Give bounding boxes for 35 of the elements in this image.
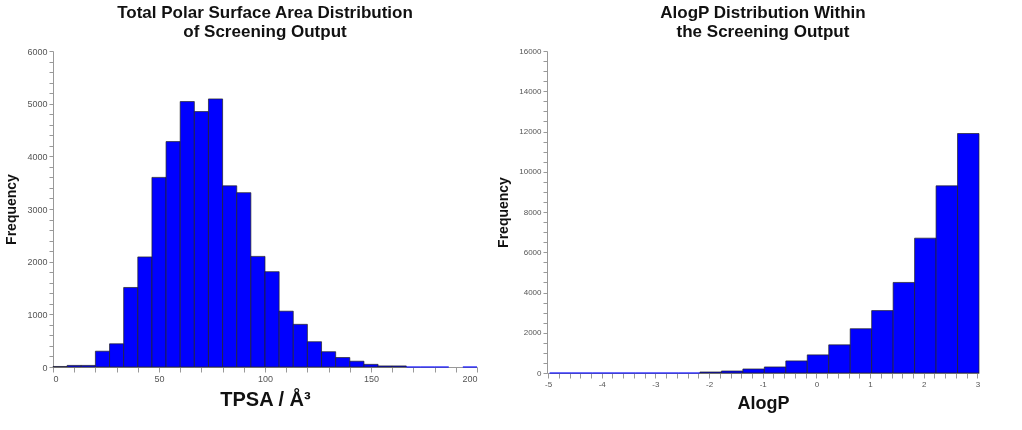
y-tick-label: 3000 [27, 204, 48, 215]
y-tick-label: 8000 [523, 207, 543, 217]
x-axis-title: AlogP [737, 392, 790, 413]
x-tick-label: 1 [868, 379, 874, 389]
chart-title: AlogP Distribution Within the Screening Output [660, 3, 866, 41]
y-tick-label: 5000 [27, 99, 48, 110]
x-tick-label: -3 [652, 379, 660, 389]
x-tick-label: 2 [922, 379, 927, 389]
y-tick-label: 6000 [27, 46, 48, 57]
y-tick-label: 0 [42, 362, 48, 373]
x-tick-label: -2 [706, 379, 714, 389]
y-tick-label: 12000 [519, 127, 543, 136]
x-tick-label: -5 [545, 379, 553, 389]
x-tick-label: 3 [975, 379, 981, 389]
x-tick-label: 150 [363, 373, 380, 384]
y-tick-label: 6000 [523, 247, 543, 257]
x-tick-label: 0 [53, 373, 59, 384]
y-tick-label: 4000 [523, 288, 543, 297]
x-tick-label: 200 [462, 373, 478, 384]
y-tick-label: 14000 [519, 86, 543, 96]
y-tick-label: 2000 [27, 257, 48, 268]
x-tick-label: 0 [814, 379, 820, 389]
y-tick-label: 1000 [27, 309, 48, 320]
y-axis-title: Frequency [495, 176, 512, 248]
y-tick-label: 10000 [519, 167, 543, 177]
y-tick-label: 4000 [27, 151, 48, 162]
x-tick-label: -4 [598, 379, 607, 389]
x-axis-title: TPSA / Å³ [220, 386, 312, 410]
x-tick-label: 100 [257, 373, 274, 384]
y-tick-label: 2000 [523, 328, 543, 338]
chart-title: Total Polar Surface Area Distribution of Screening Output [117, 3, 413, 41]
x-tick-label: 50 [154, 373, 165, 384]
y-tick-label: 16000 [519, 46, 543, 56]
x-tick-label: -1 [759, 379, 768, 389]
y-axis-title: Frequency [3, 173, 20, 245]
